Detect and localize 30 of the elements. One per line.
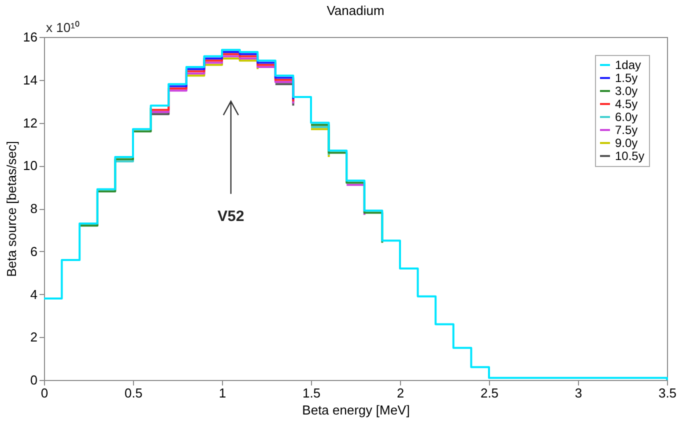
x-tick-label: 3 xyxy=(574,386,582,400)
y-tick-label: 6 xyxy=(30,244,38,259)
y-tick-label: 16 xyxy=(23,30,38,44)
x-axis-title: Beta energy [MeV] xyxy=(302,402,410,418)
y-tick-label: 14 xyxy=(23,72,38,88)
y-tick-label: 12 xyxy=(23,115,38,130)
legend-label: 6.0y xyxy=(615,110,638,124)
y-axis-title: Beta source [betas/sec] xyxy=(4,141,20,277)
legend-label: 1day xyxy=(615,58,642,72)
x-tick-label: 2.5 xyxy=(480,386,499,400)
legend-label: 9.0y xyxy=(615,136,638,150)
x-tick-label: 3.5 xyxy=(658,386,677,400)
x-tick-label: 0.5 xyxy=(124,386,143,400)
x-tick-label: 2 xyxy=(396,386,404,400)
y-tick-label: 2 xyxy=(30,330,38,345)
chart-title: Vanadium xyxy=(326,3,384,18)
annotation: V52 xyxy=(218,208,244,225)
text: x 10¹⁰ xyxy=(46,20,80,35)
y-tick-label: 10 xyxy=(23,158,38,174)
legend-label: 3.0y xyxy=(615,84,638,98)
x-tick-label: 1 xyxy=(218,386,226,400)
y-tick-label: 0 xyxy=(30,372,38,388)
legend-label: 4.5y xyxy=(615,97,638,111)
y-tick-label: 8 xyxy=(30,201,38,216)
legend-label: 1.5y xyxy=(615,71,638,85)
y-tick-label: 4 xyxy=(30,286,38,302)
legend-label: 10.5y xyxy=(615,149,644,163)
x-tick-label: 0 xyxy=(40,386,48,400)
x-tick-label: 1.5 xyxy=(302,386,321,400)
legend-label: 7.5y xyxy=(615,123,638,137)
